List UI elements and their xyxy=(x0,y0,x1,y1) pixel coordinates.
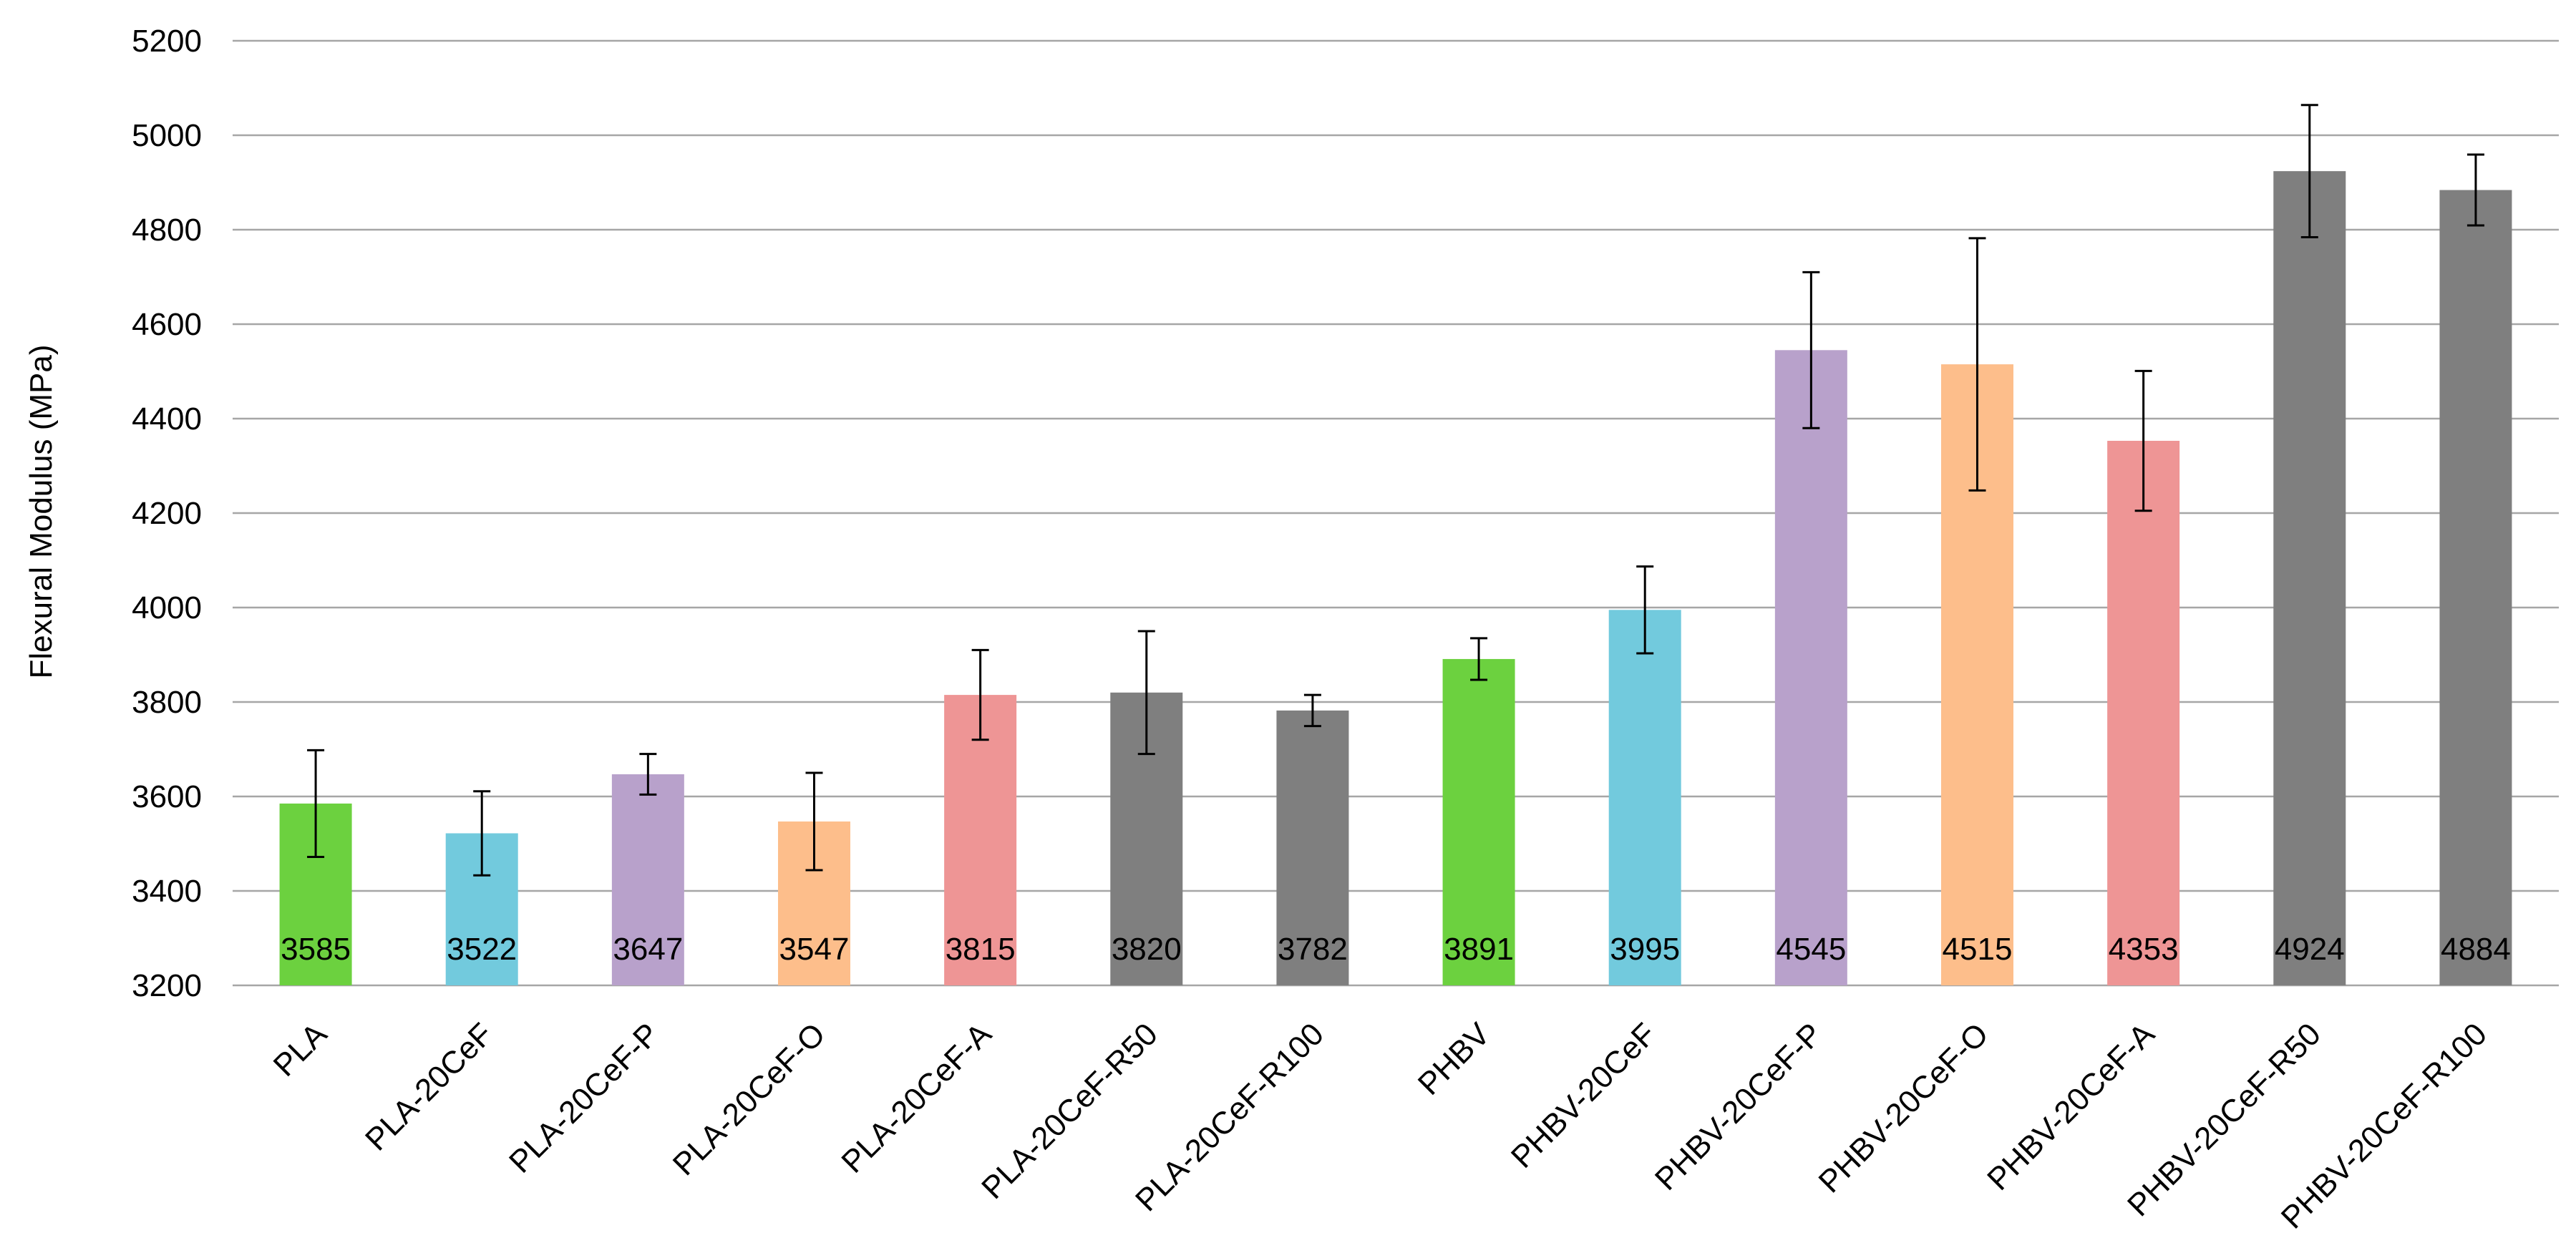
error-bar xyxy=(2466,153,2484,227)
data-label: 3585 xyxy=(281,932,351,967)
error-bar xyxy=(1968,237,1986,492)
data-label: 3782 xyxy=(1278,932,1348,967)
bar xyxy=(1276,710,1349,985)
error-bars xyxy=(307,104,2484,877)
x-category-label: PLA-20CeF-A xyxy=(835,1016,998,1180)
bar xyxy=(944,695,1017,985)
x-category-label: PLA-20CeF-R50 xyxy=(975,1016,1165,1206)
data-label: 4515 xyxy=(1943,932,2013,967)
data-label: 3522 xyxy=(447,932,517,967)
bar xyxy=(2107,441,2180,985)
data-label: 4353 xyxy=(2109,932,2179,967)
bar xyxy=(2273,171,2346,985)
y-tick-label: 3800 xyxy=(132,685,202,720)
bar xyxy=(1442,658,1515,985)
error-bar xyxy=(971,648,989,741)
data-label: 4884 xyxy=(2441,932,2511,967)
y-tick-label: 3400 xyxy=(132,874,202,909)
y-tick-label: 4600 xyxy=(132,307,202,342)
x-category-label: PLA-20CeF xyxy=(359,1016,500,1157)
error-bar xyxy=(473,790,491,877)
y-tick-label: 5000 xyxy=(132,118,202,153)
x-category-label: PLA xyxy=(267,1016,334,1083)
error-bar xyxy=(2134,369,2152,512)
x-category-label: PHBV-20CeF-O xyxy=(1812,1016,1996,1199)
x-category-label: PHBV-20CeF xyxy=(1505,1016,1663,1174)
data-label: 3815 xyxy=(946,932,1016,967)
x-axis-category-labels: PLA PLA-20CeF PLA-20CeF-P PLA-20CeF-O PLA-20… xyxy=(267,1016,2494,1236)
error-bar xyxy=(307,749,325,858)
error-bar xyxy=(1137,630,1155,756)
x-category-label: PHBV-20CeF-P xyxy=(1648,1016,1829,1197)
y-tick-label: 4200 xyxy=(132,496,202,531)
error-bar xyxy=(1636,565,1654,655)
y-tick-label: 4400 xyxy=(132,401,202,437)
data-label: 4924 xyxy=(2275,932,2345,967)
y-tick-label: 3200 xyxy=(132,968,202,1003)
error-bar xyxy=(805,771,823,872)
data-label: 4545 xyxy=(1776,932,1846,967)
bar xyxy=(1774,350,1847,985)
gridlines xyxy=(233,39,2559,987)
x-category-label: PHBV xyxy=(1411,1016,1497,1102)
error-bar xyxy=(2300,104,2318,239)
y-tick-label: 4800 xyxy=(132,213,202,248)
error-bar xyxy=(1303,693,1321,728)
data-labels: 3585 3522 3647 3547 3815 3820 3782 3891 3995 4545… xyxy=(281,932,2511,967)
y-tick-label: 3600 xyxy=(132,779,202,814)
error-bar xyxy=(639,753,657,796)
error-bar xyxy=(1470,637,1488,681)
y-axis-tick-labels: 3200 3400 3600 3800 4000 4200 4400 4600 4800 5000… xyxy=(132,24,202,1003)
data-label: 3547 xyxy=(779,932,850,967)
data-label: 3647 xyxy=(613,932,683,967)
data-label: 3820 xyxy=(1112,932,1182,967)
bar xyxy=(2439,190,2512,985)
y-axis-title: Flexural Modulus (MPa) xyxy=(24,344,59,678)
x-category-label: PHBV-20CeF-A xyxy=(1980,1016,2162,1197)
data-label: 3995 xyxy=(1610,932,1680,967)
x-category-label: PLA-20CeF-O xyxy=(666,1016,832,1182)
bars xyxy=(279,171,2512,986)
x-category-label: PLA-20CeF-P xyxy=(502,1016,666,1179)
data-label: 3891 xyxy=(1444,932,1514,967)
error-bar xyxy=(1802,270,1820,429)
bar xyxy=(611,774,684,985)
x-category-label: PLA-20CeF-R100 xyxy=(1129,1016,1331,1218)
y-tick-label: 5200 xyxy=(132,24,202,59)
bar xyxy=(1608,610,1681,985)
y-tick-label: 4000 xyxy=(132,590,202,625)
